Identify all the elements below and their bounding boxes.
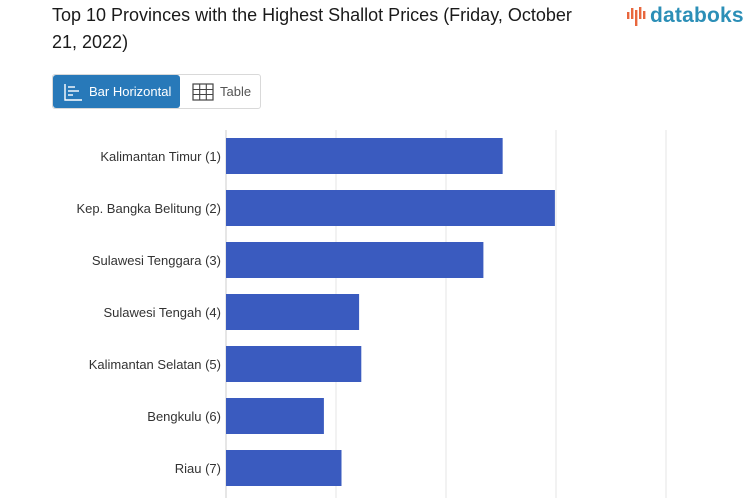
- bar-horizontal-tab[interactable]: Bar Horizontal: [53, 75, 180, 108]
- view-toggle: Bar Horizontal Table: [52, 74, 261, 109]
- category-label: Sulawesi Tengah (4): [103, 305, 221, 320]
- databoks-logo[interactable]: databoks: [626, 4, 744, 28]
- bar[interactable]: [226, 294, 360, 330]
- databoks-logo-text: databoks: [650, 4, 744, 27]
- category-label: Bengkulu (6): [147, 409, 221, 424]
- bar[interactable]: [226, 138, 503, 174]
- bar[interactable]: [226, 346, 362, 382]
- bar[interactable]: [226, 242, 484, 278]
- bar[interactable]: [226, 398, 324, 434]
- category-label: Riau (7): [175, 461, 221, 476]
- category-label: Kalimantan Timur (1): [100, 149, 221, 164]
- bar-horizontal-label: Bar Horizontal: [89, 84, 172, 99]
- table-icon: [192, 82, 214, 101]
- table-label: Table: [220, 84, 252, 99]
- chart-title: Top 10 Provinces with the Highest Shallo…: [52, 5, 572, 52]
- category-label: Kep. Bangka Belitung (2): [76, 201, 221, 216]
- table-tab[interactable]: Table: [180, 75, 251, 108]
- bar[interactable]: [226, 190, 555, 226]
- category-label: Sulawesi Tenggara (3): [92, 253, 221, 268]
- bar[interactable]: [226, 450, 342, 486]
- bar-chart-icon: [64, 83, 82, 101]
- category-label: Kalimantan Selatan (5): [89, 357, 221, 372]
- databoks-logo-icon: [627, 7, 646, 26]
